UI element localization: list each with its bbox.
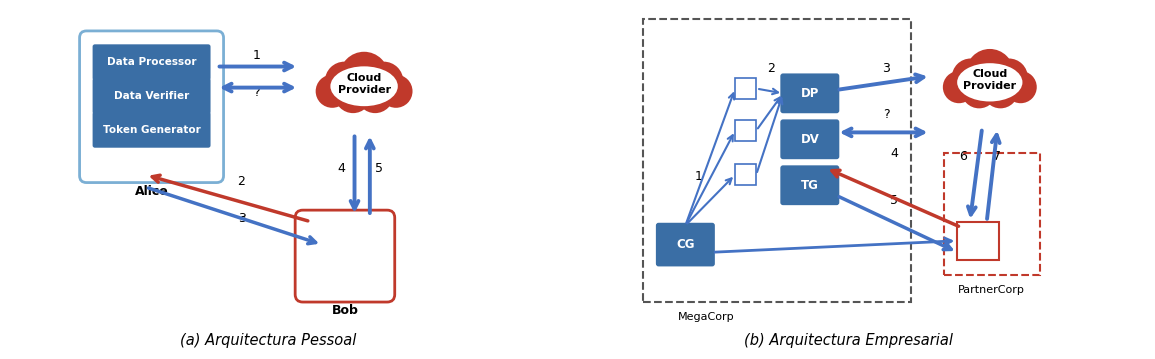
- FancyBboxPatch shape: [735, 164, 757, 185]
- Text: DP: DP: [800, 87, 819, 100]
- Text: Token Generator: Token Generator: [103, 125, 201, 135]
- Circle shape: [326, 63, 363, 100]
- Text: MegaCorp: MegaCorp: [678, 312, 735, 322]
- Text: CG: CG: [676, 238, 694, 251]
- Text: 4: 4: [891, 146, 897, 159]
- Circle shape: [962, 74, 996, 107]
- FancyBboxPatch shape: [735, 78, 757, 99]
- FancyBboxPatch shape: [92, 112, 210, 148]
- Circle shape: [365, 63, 402, 100]
- FancyBboxPatch shape: [92, 44, 210, 80]
- Text: 2: 2: [768, 62, 775, 75]
- Bar: [944, 153, 1040, 275]
- Circle shape: [984, 74, 1018, 107]
- Text: 1: 1: [253, 49, 261, 62]
- Text: ?: ?: [884, 108, 889, 121]
- FancyBboxPatch shape: [92, 78, 210, 114]
- Circle shape: [991, 60, 1027, 95]
- Text: TG: TG: [800, 179, 819, 192]
- Ellipse shape: [957, 63, 1022, 102]
- Text: Alice: Alice: [135, 185, 169, 198]
- Text: PartnerCorp: PartnerCorp: [959, 285, 1026, 295]
- FancyBboxPatch shape: [80, 31, 224, 183]
- Text: 3: 3: [238, 211, 246, 225]
- Text: Cloud
Provider: Cloud Provider: [337, 73, 390, 94]
- Text: 2: 2: [238, 175, 246, 188]
- FancyBboxPatch shape: [781, 74, 840, 113]
- Circle shape: [336, 78, 371, 112]
- Text: Data Processor: Data Processor: [106, 57, 196, 67]
- Text: (a) Arquitectura Pessoal: (a) Arquitectura Pessoal: [180, 333, 357, 348]
- Text: 3: 3: [882, 62, 891, 75]
- FancyBboxPatch shape: [656, 223, 715, 266]
- Circle shape: [953, 60, 989, 95]
- Bar: [643, 19, 911, 302]
- Text: Cloud
Provider: Cloud Provider: [963, 69, 1016, 91]
- FancyBboxPatch shape: [296, 210, 395, 302]
- Text: DV: DV: [800, 133, 819, 146]
- Text: Data Verifier: Data Verifier: [114, 91, 189, 101]
- Text: 1: 1: [695, 169, 702, 182]
- Circle shape: [381, 76, 411, 107]
- Circle shape: [316, 76, 348, 107]
- Circle shape: [967, 50, 1012, 95]
- Ellipse shape: [330, 66, 397, 106]
- Circle shape: [944, 72, 974, 102]
- Text: 5: 5: [375, 162, 383, 175]
- Text: 6: 6: [959, 150, 967, 163]
- Circle shape: [358, 78, 393, 112]
- Circle shape: [1006, 72, 1036, 102]
- Text: Bob: Bob: [331, 304, 358, 317]
- Text: 5: 5: [891, 194, 899, 208]
- Text: (b) Arquitectura Empresarial: (b) Arquitectura Empresarial: [744, 333, 953, 348]
- FancyBboxPatch shape: [957, 222, 999, 260]
- FancyBboxPatch shape: [781, 165, 840, 205]
- Text: ?: ?: [254, 86, 260, 99]
- FancyBboxPatch shape: [735, 120, 757, 141]
- FancyBboxPatch shape: [781, 120, 840, 159]
- Circle shape: [341, 53, 387, 99]
- Text: 4: 4: [337, 162, 345, 175]
- Text: 7: 7: [993, 150, 1001, 163]
